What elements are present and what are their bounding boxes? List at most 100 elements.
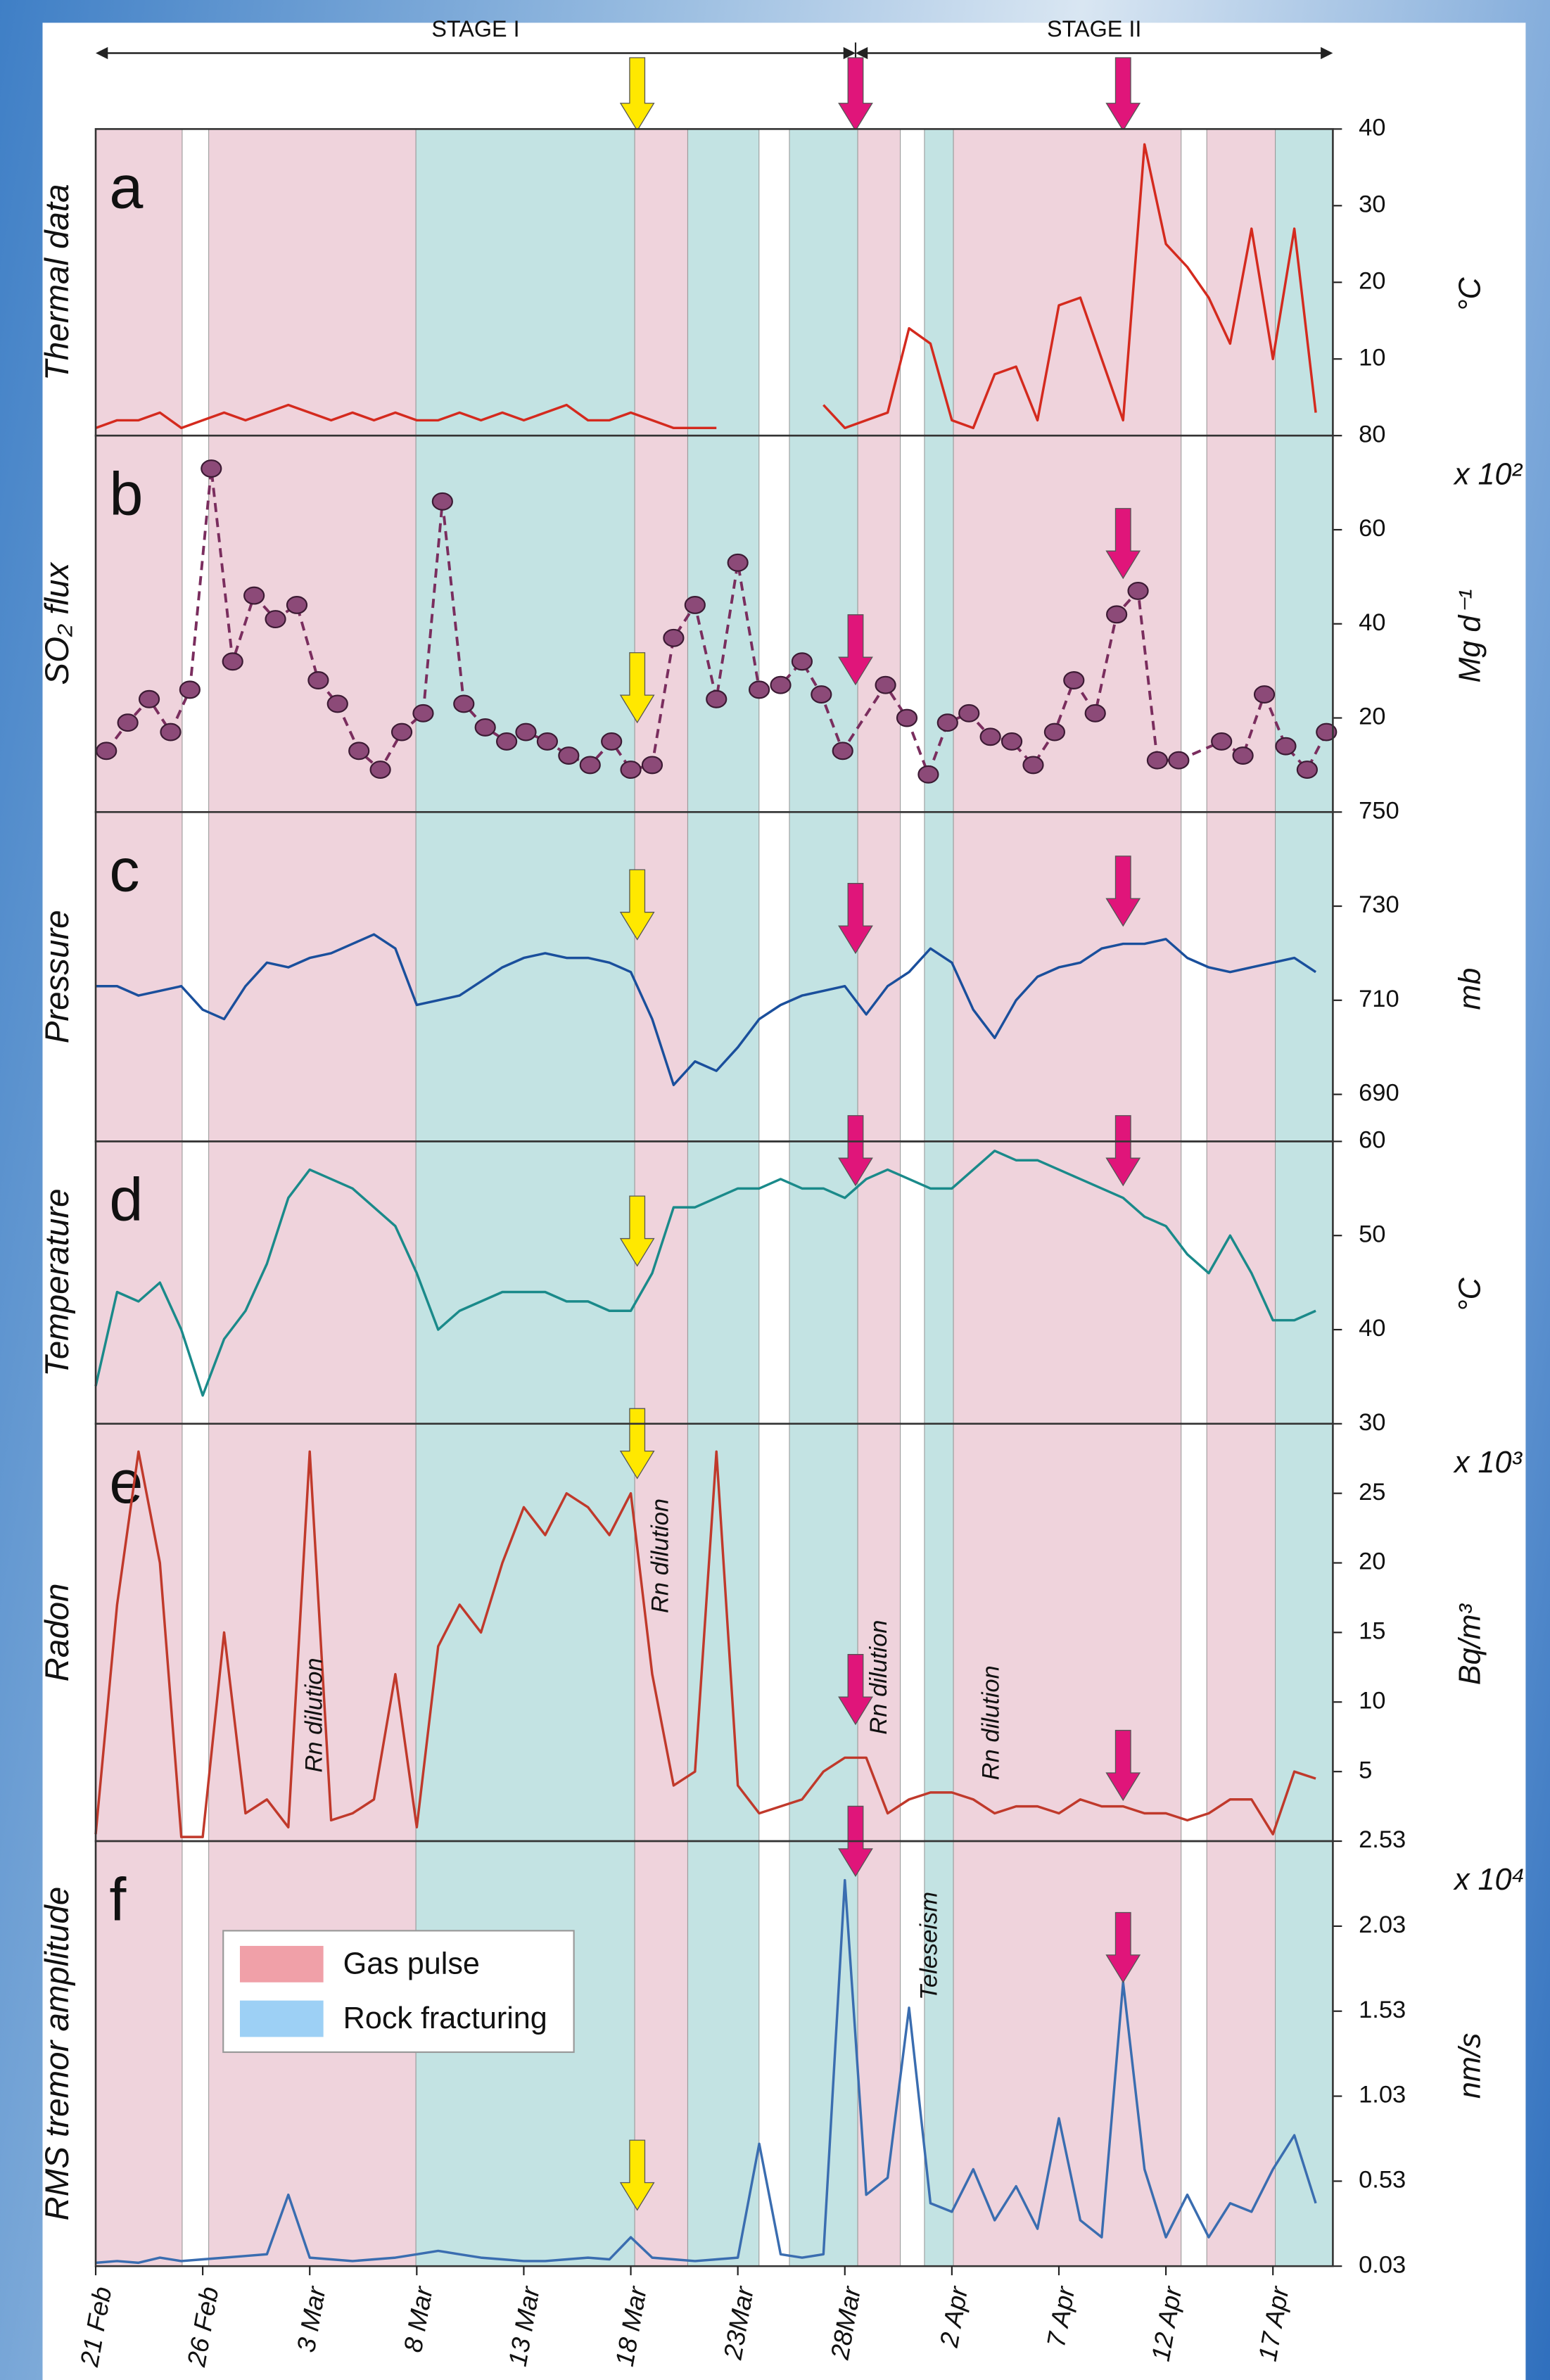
- multiplier-label: x 10³: [1453, 1446, 1523, 1479]
- unit-label: nm/s: [1454, 2033, 1487, 2099]
- data-point: [1022, 756, 1044, 775]
- data-point: [536, 732, 559, 751]
- y-axis-label: Radon: [39, 1583, 76, 1681]
- phase-band: [634, 1140, 689, 1425]
- event-arrow: [1105, 1115, 1141, 1187]
- data-point: [1043, 723, 1066, 742]
- phase-band: [687, 1840, 760, 2267]
- data-point: [958, 704, 980, 723]
- data-point: [1000, 732, 1023, 751]
- y-tick-label: 20: [1359, 1548, 1385, 1575]
- data-point: [579, 756, 601, 775]
- unit-label: °C: [1454, 1277, 1487, 1311]
- event-arrow: [1105, 855, 1141, 927]
- data-point: [979, 727, 1001, 746]
- unit-label: Mg d⁻¹: [1454, 589, 1487, 682]
- phase-band: [1206, 811, 1276, 1142]
- data-point: [748, 680, 770, 699]
- event-arrow: [838, 57, 873, 132]
- annotation: Rn dilution: [978, 1665, 1005, 1780]
- event-arrow: [619, 57, 655, 132]
- data-point: [286, 596, 308, 614]
- phase-band: [415, 1423, 635, 1842]
- phase-band: [1275, 1140, 1333, 1425]
- data-point: [201, 459, 222, 478]
- data-point: [1232, 746, 1254, 765]
- phase-band: [857, 811, 901, 1142]
- data-point: [620, 761, 642, 779]
- y-tick-label: 1.03: [1359, 2082, 1406, 2108]
- data-point: [1253, 685, 1276, 704]
- data-point: [1168, 751, 1190, 770]
- data-point: [875, 675, 896, 694]
- data-point: [641, 756, 663, 775]
- phase-band: [415, 1140, 635, 1425]
- data-point: [1127, 581, 1149, 600]
- y-axis-label: RMS tremor amplitude: [39, 1887, 76, 2221]
- data-point: [453, 694, 475, 713]
- data-point: [431, 492, 453, 511]
- phase-band: [953, 1140, 1182, 1425]
- phase-band: [634, 435, 689, 813]
- phase-band: [95, 1423, 183, 1842]
- stage-arrowhead: [1321, 46, 1333, 60]
- y-tick-label: 40: [1359, 609, 1385, 636]
- event-arrow: [619, 652, 655, 724]
- event-arrow: [1105, 1911, 1141, 1983]
- y-axis-label: Temperature: [39, 1188, 76, 1376]
- y-tick-label: 20: [1359, 267, 1385, 294]
- y-tick-label: 50: [1359, 1221, 1385, 1247]
- y-tick-label: 0.53: [1359, 2166, 1406, 2193]
- data-point: [727, 553, 749, 572]
- stage-arrowhead: [96, 46, 108, 60]
- phase-band: [208, 1140, 417, 1425]
- phase-band: [924, 1140, 954, 1425]
- phase-band: [1275, 128, 1333, 436]
- phase-band: [953, 1423, 1182, 1842]
- phase-band: [924, 811, 954, 1142]
- event-arrow: [619, 1195, 655, 1267]
- y-tick-label: 30: [1359, 191, 1385, 217]
- phase-band: [924, 1423, 954, 1842]
- y-tick-label: 15: [1359, 1618, 1385, 1645]
- phase-band: [208, 435, 417, 813]
- event-arrow: [1105, 1729, 1141, 1802]
- panel-frame: [94, 1840, 1334, 2267]
- y-tick-label: 60: [1359, 515, 1385, 542]
- phase-band: [634, 811, 689, 1142]
- annotation: Rn dilution: [647, 1498, 673, 1613]
- y-axis-label: Pressure: [39, 910, 76, 1043]
- event-arrow: [838, 1654, 873, 1726]
- phase-band: [208, 128, 417, 436]
- unit-label: Bq/m³: [1454, 1603, 1487, 1686]
- phase-band: [1206, 1423, 1276, 1842]
- series-line: [96, 933, 1317, 1086]
- phase-band: [687, 128, 760, 436]
- phase-band: [634, 128, 689, 436]
- data-point: [412, 704, 434, 723]
- phase-band: [857, 1140, 901, 1425]
- y-tick-label: 750: [1359, 797, 1399, 824]
- data-point: [265, 610, 286, 628]
- phase-band: [1206, 1140, 1276, 1425]
- annotation: Rn dilution: [300, 1657, 327, 1772]
- data-point: [222, 652, 243, 671]
- series-line: [94, 1150, 1316, 1397]
- phase-band: [95, 128, 183, 436]
- phase-band: [1275, 1840, 1333, 2267]
- phase-band: [924, 128, 954, 436]
- data-point: [1211, 732, 1233, 751]
- data-point: [243, 586, 265, 605]
- data-point: [1084, 704, 1106, 723]
- phase-band: [1206, 1840, 1276, 2267]
- data-point: [369, 761, 391, 779]
- panel-letter: b: [109, 460, 143, 528]
- phase-band: [789, 1140, 858, 1425]
- y-tick-label: 10: [1359, 344, 1385, 371]
- y-tick-label: 1.53: [1359, 1997, 1406, 2023]
- data-point: [770, 675, 792, 694]
- y-tick-label: 710: [1359, 986, 1399, 1012]
- annotation: Rn dilution: [865, 1620, 892, 1735]
- data-point: [663, 628, 685, 647]
